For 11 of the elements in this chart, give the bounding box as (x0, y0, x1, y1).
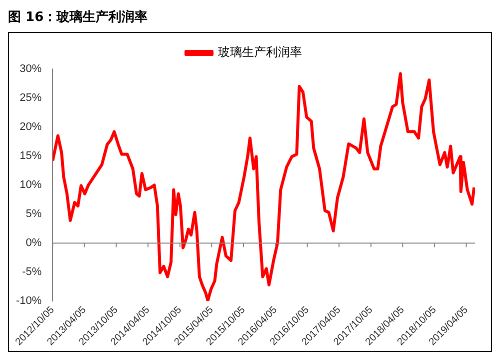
y-tick-label: 20% (20, 121, 42, 134)
y-tick-label: -5% (22, 266, 42, 278)
legend-label: 玻璃生产利润率 (218, 45, 302, 60)
y-tick-label: 0% (26, 237, 42, 250)
y-tick-label: -10% (16, 295, 42, 308)
y-tick-label: 30% (20, 63, 42, 76)
chart-title: 图 16：玻璃生产利润率 (8, 8, 149, 26)
y-tick-label: 5% (26, 208, 42, 220)
y-tick-label: 15% (20, 150, 42, 162)
y-tick-label: 25% (20, 92, 42, 104)
y-tick-label: 10% (20, 179, 42, 192)
